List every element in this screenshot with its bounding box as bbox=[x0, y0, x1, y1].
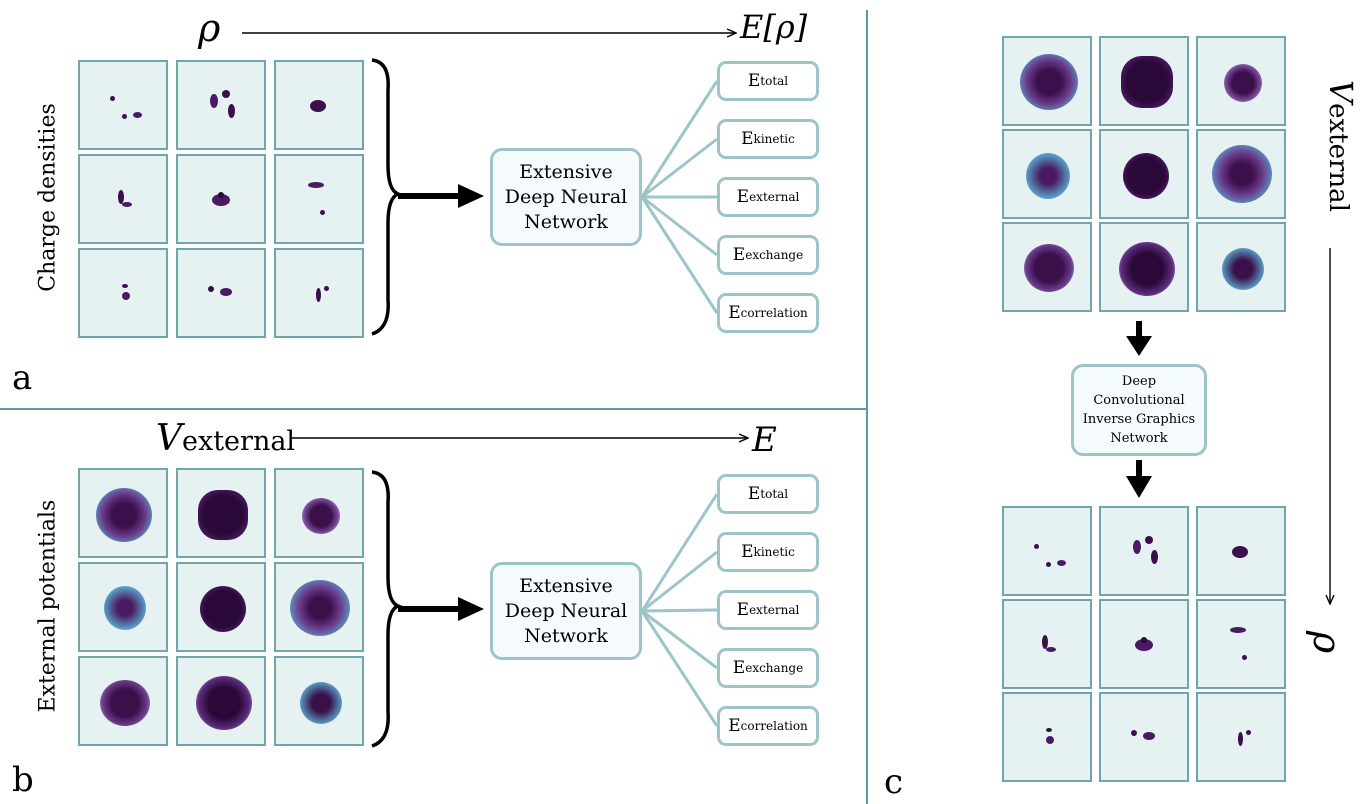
density-tile bbox=[1099, 692, 1189, 782]
density-tile bbox=[1002, 692, 1092, 782]
potential-tile bbox=[78, 468, 168, 558]
potential-tile bbox=[1196, 36, 1286, 126]
density-tile bbox=[274, 60, 364, 150]
potential-tile bbox=[176, 468, 266, 558]
inverse-graphics-network-box: Deep Convolutional Inverse Graphics Netw… bbox=[1071, 364, 1207, 456]
density-tile bbox=[78, 154, 168, 244]
network-label-line: Extensive bbox=[519, 574, 613, 597]
vertical-divider bbox=[866, 10, 868, 804]
output-symbol-energy: E bbox=[752, 420, 777, 460]
fan-lines-b bbox=[640, 493, 719, 727]
density-tile bbox=[176, 60, 266, 150]
network-label-line: Network bbox=[524, 210, 608, 233]
potential-tile bbox=[1099, 222, 1189, 312]
panel-letter-c: c bbox=[884, 762, 904, 802]
brace-b bbox=[371, 470, 403, 748]
potential-tile bbox=[274, 468, 364, 558]
extensive-dnn-box: Extensive Deep Neural Network bbox=[490, 562, 642, 660]
potential-tile bbox=[176, 656, 266, 746]
extensive-dnn-box: Extensive Deep Neural Network bbox=[490, 148, 642, 246]
network-label-line: Inverse Graphics bbox=[1082, 412, 1196, 427]
density-tile bbox=[1196, 506, 1286, 596]
network-label-line: Convolutional bbox=[1093, 393, 1185, 408]
horizontal-divider bbox=[0, 408, 867, 410]
potential-tile bbox=[1002, 222, 1092, 312]
density-tile bbox=[274, 248, 364, 338]
thick-arrowhead-b bbox=[458, 597, 484, 621]
potential-tile bbox=[78, 656, 168, 746]
potential-tile bbox=[176, 562, 266, 652]
potential-tile bbox=[1002, 129, 1092, 219]
density-tile bbox=[274, 154, 364, 244]
potential-tile bbox=[274, 656, 364, 746]
density-tile bbox=[176, 248, 266, 338]
density-tile bbox=[1002, 506, 1092, 596]
network-label-line: Extensive bbox=[519, 160, 613, 183]
output-symbol-energy-functional: E[ρ] bbox=[740, 8, 808, 46]
density-tile bbox=[1196, 599, 1286, 689]
potential-tile bbox=[1099, 129, 1189, 219]
density-tile bbox=[1099, 599, 1189, 689]
density-tile bbox=[1099, 506, 1189, 596]
potential-tile bbox=[78, 562, 168, 652]
potential-tile bbox=[274, 562, 364, 652]
panel-letter-a: a bbox=[12, 358, 33, 398]
down-arrowhead-2 bbox=[1126, 476, 1152, 498]
input-symbol-v-external: Vexternal bbox=[156, 418, 296, 459]
density-tile bbox=[1196, 692, 1286, 782]
thick-arrowhead-a bbox=[458, 184, 484, 208]
density-tile bbox=[176, 154, 266, 244]
brace-a bbox=[371, 58, 403, 336]
fan-lines-a bbox=[640, 80, 719, 314]
network-label-line: Network bbox=[524, 624, 608, 647]
network-label-line: Deep Neural bbox=[504, 599, 628, 622]
potential-tile bbox=[1099, 36, 1189, 126]
potential-tile bbox=[1196, 222, 1286, 312]
network-label-line: Network bbox=[1110, 431, 1168, 446]
potential-tile bbox=[1002, 36, 1092, 126]
density-tile bbox=[78, 248, 168, 338]
panel-letter-b: b bbox=[12, 760, 34, 800]
density-tile bbox=[78, 60, 168, 150]
density-tile bbox=[1002, 599, 1092, 689]
potential-tile bbox=[1196, 129, 1286, 219]
network-label-line: Deep bbox=[1121, 374, 1157, 389]
network-label-line: Deep Neural bbox=[504, 185, 628, 208]
input-symbol-rho: ρ bbox=[198, 6, 221, 50]
down-arrowhead-1 bbox=[1126, 336, 1152, 356]
